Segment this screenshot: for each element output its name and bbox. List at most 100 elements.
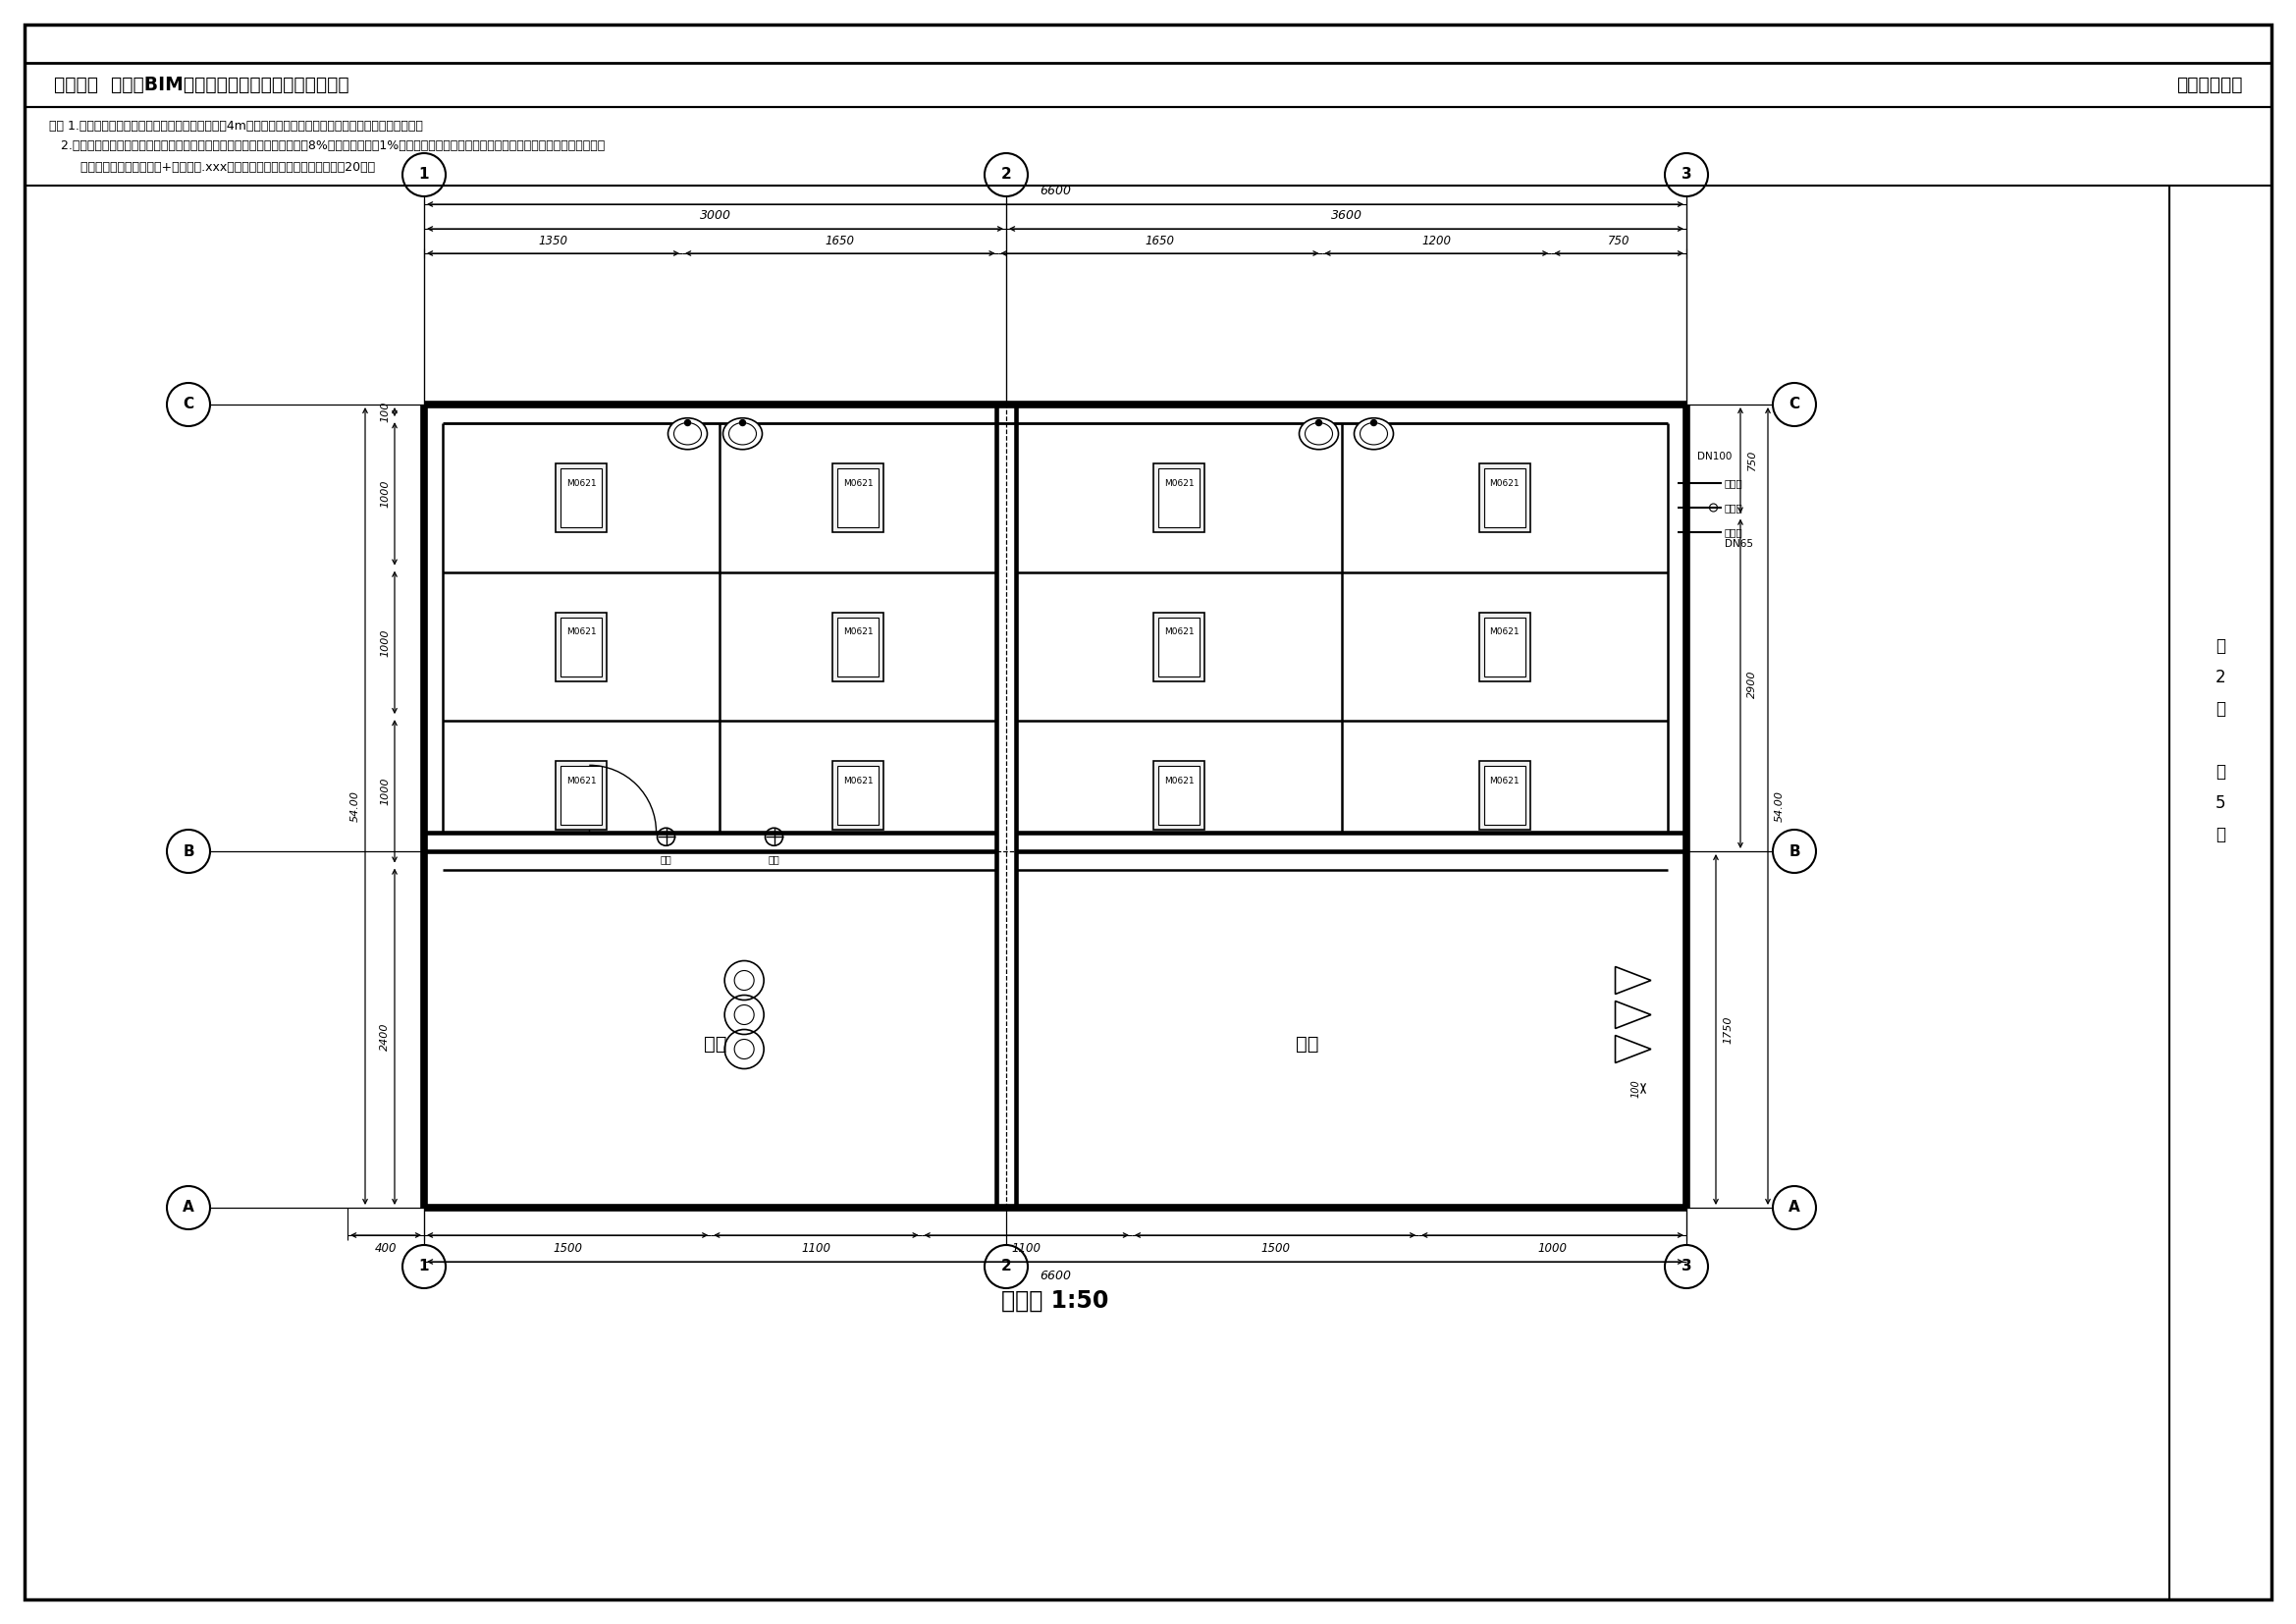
Text: 2: 2: [1001, 1259, 1013, 1273]
Text: 1200: 1200: [1421, 234, 1451, 247]
Ellipse shape: [728, 422, 755, 445]
Bar: [1153, 464, 1203, 533]
Text: 750: 750: [1607, 234, 1630, 247]
Ellipse shape: [1304, 422, 1332, 445]
Text: 男厕: 男厕: [1295, 1034, 1318, 1054]
Text: 第
2
页

共
5
页: 第 2 页 共 5 页: [2216, 637, 2225, 843]
Text: 女厕: 女厕: [703, 1034, 726, 1054]
Text: M0621: M0621: [843, 627, 872, 637]
Bar: [1479, 612, 1529, 680]
Text: DN100: DN100: [1697, 451, 1731, 461]
Text: 54.00: 54.00: [351, 791, 360, 822]
Text: 1000: 1000: [379, 628, 390, 656]
Text: 1100: 1100: [801, 1242, 831, 1255]
Bar: [1483, 469, 1525, 528]
Text: DN65: DN65: [1724, 539, 1752, 549]
Circle shape: [684, 419, 691, 425]
Text: 1000: 1000: [379, 479, 390, 508]
Text: 1650: 1650: [1146, 234, 1176, 247]
Text: M0621: M0621: [843, 776, 872, 784]
Text: 1750: 1750: [1722, 1015, 1733, 1044]
Text: B: B: [1789, 844, 1800, 859]
Text: M0621: M0621: [1164, 627, 1194, 637]
Bar: [556, 762, 606, 830]
Text: 54.00: 54.00: [1775, 791, 1784, 822]
Text: 3600: 3600: [1332, 209, 1362, 222]
Text: 地漏: 地漏: [769, 854, 781, 864]
Ellipse shape: [1355, 417, 1394, 450]
Text: 1500: 1500: [553, 1242, 583, 1255]
Text: 1500: 1500: [1261, 1242, 1290, 1255]
Text: M0621: M0621: [567, 627, 597, 637]
Text: 1350: 1350: [540, 234, 567, 247]
Bar: [1153, 612, 1203, 680]
Text: 通气管: 通气管: [1724, 503, 1743, 513]
Bar: [838, 469, 879, 528]
Bar: [838, 767, 879, 825]
Bar: [1483, 767, 1525, 825]
Bar: [560, 469, 602, 528]
Text: 给水管: 给水管: [1724, 528, 1743, 538]
Bar: [833, 464, 884, 533]
Text: 中国图学学会: 中国图学学会: [2177, 75, 2243, 94]
Text: M0621: M0621: [567, 479, 597, 487]
Circle shape: [739, 419, 746, 425]
Text: 6600: 6600: [1040, 1270, 1070, 1283]
Bar: [833, 612, 884, 680]
Bar: [1157, 617, 1199, 676]
Text: M0621: M0621: [1164, 479, 1194, 487]
Text: M0621: M0621: [843, 479, 872, 487]
Bar: [1483, 617, 1525, 676]
Text: 2: 2: [1001, 167, 1013, 182]
Text: 2900: 2900: [1747, 669, 1756, 698]
Ellipse shape: [723, 417, 762, 450]
Circle shape: [1371, 419, 1378, 425]
Text: C: C: [1789, 398, 1800, 412]
Text: 1: 1: [418, 1259, 429, 1273]
Ellipse shape: [675, 422, 700, 445]
Bar: [833, 762, 884, 830]
Bar: [1479, 762, 1529, 830]
Text: 请将模型以「卫生间设计+考生姓名.xxx」为文件名保存到考生文件夹中。（20分）: 请将模型以「卫生间设计+考生姓名.xxx」为文件名保存到考生文件夹中。（20分）: [69, 161, 374, 174]
Polygon shape: [1616, 1036, 1651, 1062]
Text: 1000: 1000: [1538, 1242, 1568, 1255]
Bar: [1153, 762, 1203, 830]
Text: 3: 3: [1681, 1259, 1692, 1273]
Text: M0621: M0621: [567, 776, 597, 784]
Bar: [1479, 464, 1529, 533]
Text: 1: 1: [418, 167, 429, 182]
Text: M0621: M0621: [1164, 776, 1194, 784]
Bar: [560, 617, 602, 676]
Text: 2400: 2400: [379, 1023, 390, 1051]
Text: 排水管: 排水管: [1724, 477, 1743, 487]
Polygon shape: [1616, 1000, 1651, 1028]
Bar: [556, 464, 606, 533]
Text: 3: 3: [1681, 167, 1692, 182]
Ellipse shape: [668, 417, 707, 450]
Text: 400: 400: [374, 1242, 397, 1255]
Text: 1100: 1100: [1013, 1242, 1042, 1255]
Text: 3000: 3000: [700, 209, 730, 222]
Text: M0621: M0621: [1490, 627, 1520, 637]
Ellipse shape: [1300, 417, 1339, 450]
Bar: [1157, 767, 1199, 825]
Bar: [838, 617, 879, 676]
Text: 2.根据管井内各主管位置，自行设计卫生间内的给排水路由，排水管坡度为8%。通气管坡度为1%，给排水管道穿墙时开洞情况不考虑，洗手盆热水管道不考虑。: 2.根据管井内各主管位置，自行设计卫生间内的给排水路由，排水管坡度为8%。通气管…: [48, 140, 604, 153]
Text: 第十二期  「全国BIM技能等级考试」二级（设备）试题: 第十二期 「全国BIM技能等级考试」二级（设备）试题: [55, 75, 349, 94]
Text: A: A: [184, 1200, 195, 1215]
Text: 1650: 1650: [824, 234, 854, 247]
Text: B: B: [184, 844, 195, 859]
Text: M0621: M0621: [1490, 776, 1520, 784]
Text: 750: 750: [1747, 450, 1756, 471]
Bar: [560, 767, 602, 825]
Bar: [1157, 469, 1199, 528]
Polygon shape: [1616, 966, 1651, 994]
Text: 二、 1.根据给出的图纸绘制出建筑形体，建筑层高为4m，包括墙、门、卫浴装置等，未标明尺寸做明确要求。: 二、 1.根据给出的图纸绘制出建筑形体，建筑层高为4m，包括墙、门、卫浴装置等，…: [48, 119, 422, 132]
Text: 100: 100: [379, 401, 390, 422]
Text: M0621: M0621: [1490, 479, 1520, 487]
Ellipse shape: [1359, 422, 1387, 445]
Text: C: C: [184, 398, 193, 412]
Text: 1000: 1000: [379, 778, 390, 806]
Text: 6600: 6600: [1040, 185, 1070, 198]
Circle shape: [1316, 419, 1322, 425]
